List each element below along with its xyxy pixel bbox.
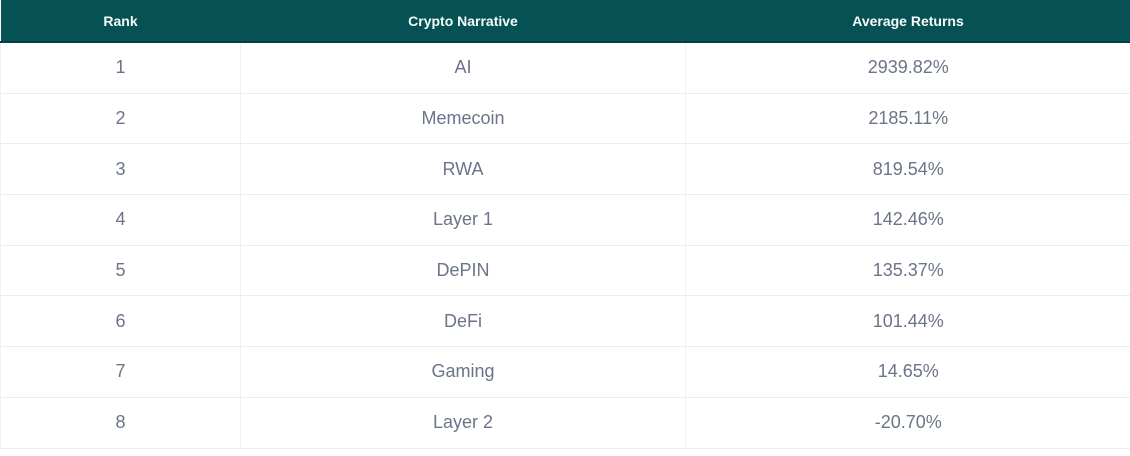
rank-cell: 4 <box>0 194 241 246</box>
table-row: 2 Memecoin 2185.11% <box>0 93 1130 145</box>
table-body: 1 AI 2939.82% 2 Memecoin 2185.11% 3 RWA … <box>0 42 1130 449</box>
table-header-row: Rank Crypto Narrative Average Returns <box>0 0 1130 43</box>
narrative-cell: RWA <box>240 143 686 196</box>
table-row: 1 AI 2939.82% <box>0 42 1130 94</box>
column-header-crypto-narrative: Crypto Narrative <box>240 0 686 43</box>
table-row: 8 Layer 2 -20.70% <box>0 397 1130 449</box>
returns-cell: -20.70% <box>685 397 1130 449</box>
returns-cell: 819.54% <box>685 143 1130 196</box>
returns-cell: 101.44% <box>685 295 1130 348</box>
rank-cell: 2 <box>0 93 241 145</box>
table-row: 4 Layer 1 142.46% <box>0 194 1130 246</box>
returns-cell: 14.65% <box>685 346 1130 398</box>
rank-cell: 6 <box>0 295 241 348</box>
returns-cell: 142.46% <box>685 194 1130 246</box>
rank-cell: 5 <box>0 245 241 297</box>
narrative-cell: Layer 1 <box>240 194 686 246</box>
column-header-rank: Rank <box>0 0 241 43</box>
table-row: 6 DeFi 101.44% <box>0 295 1130 348</box>
narrative-cell: DePIN <box>240 245 686 297</box>
table-row: 7 Gaming 14.65% <box>0 346 1130 398</box>
returns-cell: 2939.82% <box>685 42 1130 94</box>
rank-cell: 1 <box>0 42 241 94</box>
narrative-cell: Gaming <box>240 346 686 398</box>
rank-cell: 8 <box>0 397 241 449</box>
narrative-cell: DeFi <box>240 295 686 348</box>
narrative-cell: AI <box>240 42 686 94</box>
rank-cell: 7 <box>0 346 241 398</box>
table-row: 5 DePIN 135.37% <box>0 245 1130 297</box>
narrative-cell: Memecoin <box>240 93 686 145</box>
column-header-average-returns: Average Returns <box>685 0 1130 43</box>
returns-cell: 135.37% <box>685 245 1130 297</box>
narrative-cell: Layer 2 <box>240 397 686 449</box>
returns-cell: 2185.11% <box>685 93 1130 145</box>
rank-cell: 3 <box>0 143 241 196</box>
table-row: 3 RWA 819.54% <box>0 143 1130 196</box>
